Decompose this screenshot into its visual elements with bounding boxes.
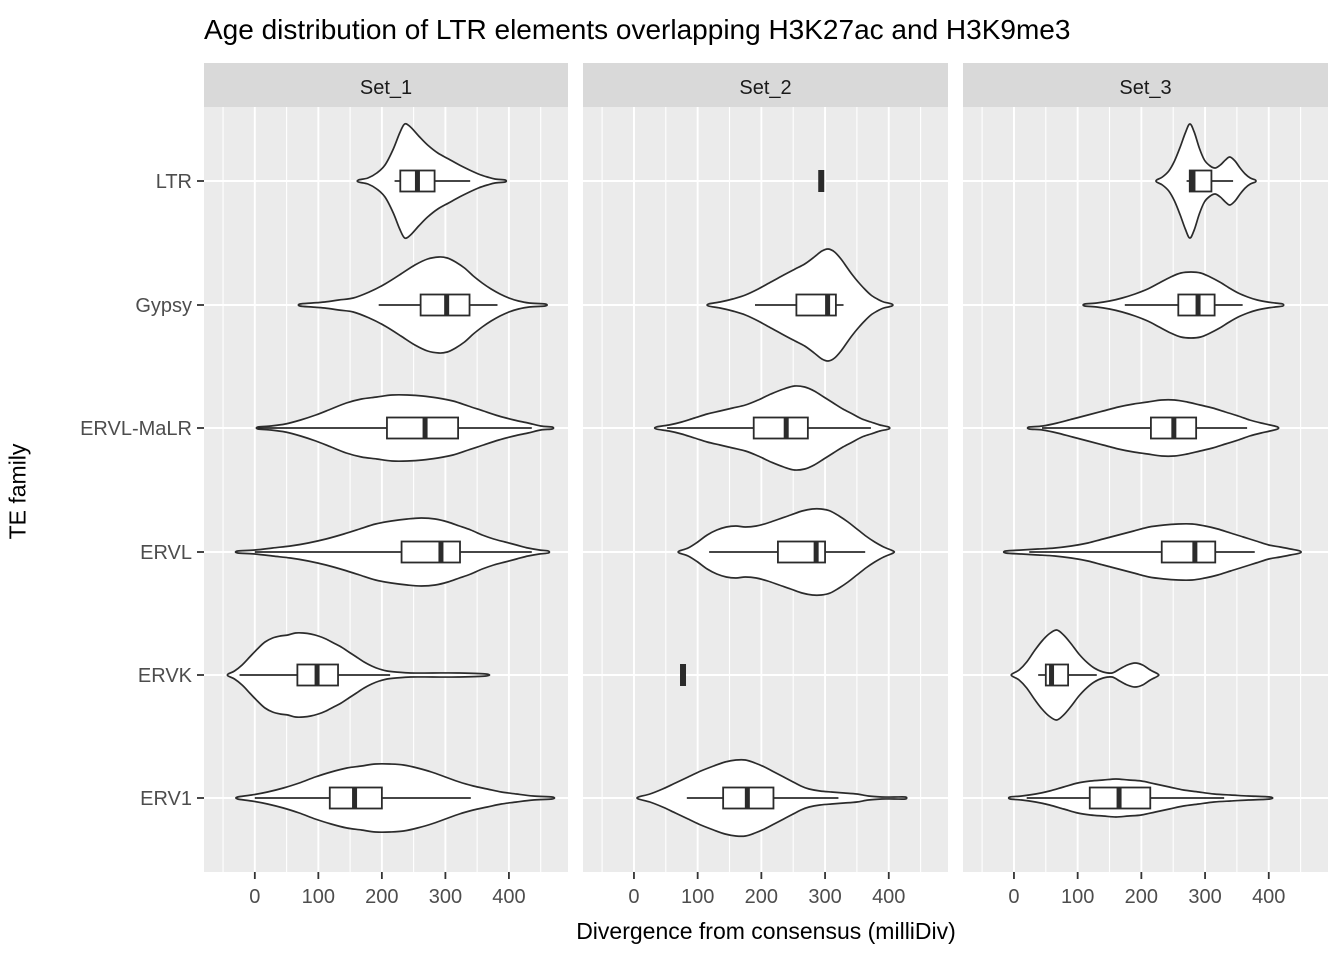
box-set-3-ervl xyxy=(1160,540,1217,564)
median-set-3-ervl-malr xyxy=(1171,417,1177,439)
facet-label-set-1: Set_1 xyxy=(360,77,412,99)
x-tick-label: 300 xyxy=(429,886,462,908)
facet-label-set-2: Set_2 xyxy=(739,77,791,99)
box-set-2-ervl-malr xyxy=(752,416,809,440)
median-set-2-ervl-malr xyxy=(783,417,789,439)
facet-strip-set-3 xyxy=(963,63,1328,107)
box-set-1-ervl xyxy=(400,540,461,564)
x-tick-label: 300 xyxy=(808,886,841,908)
y-axis-title: TE family xyxy=(4,443,31,540)
median-set-2-gypsy xyxy=(825,294,831,316)
degenerate-box-set-2-ervk xyxy=(680,664,687,686)
x-tick-label: 400 xyxy=(1252,886,1285,908)
x-tick-label: 0 xyxy=(628,886,639,908)
x-axis-title: Divergence from consensus (milliDiv) xyxy=(576,918,956,944)
median-set-3-ervl xyxy=(1192,541,1198,563)
median-set-3-erv1 xyxy=(1116,787,1122,809)
x-tick-label: 0 xyxy=(249,886,260,908)
x-tick-label: 100 xyxy=(681,886,714,908)
panel-set-2 xyxy=(583,107,948,872)
x-tick-label: 300 xyxy=(1188,886,1221,908)
facet-strip-set-2 xyxy=(583,63,948,107)
x-tick-label: 400 xyxy=(492,886,525,908)
median-set-1-ervl xyxy=(438,541,444,563)
x-tick-label: 0 xyxy=(1008,886,1019,908)
x-tick-label: 100 xyxy=(302,886,335,908)
y-tick-label-gypsy: Gypsy xyxy=(135,295,192,317)
median-set-1-gypsy xyxy=(444,294,450,316)
facet-label-set-3: Set_3 xyxy=(1119,77,1171,99)
x-tick-label: 200 xyxy=(1125,886,1158,908)
x-tick-label: 400 xyxy=(872,886,905,908)
x-tick-label: 200 xyxy=(365,886,398,908)
box-set-1-ervl-malr xyxy=(386,416,460,440)
degenerate-box-set-2-ltr xyxy=(818,170,825,192)
median-set-3-gypsy xyxy=(1195,294,1201,316)
median-set-1-ervk xyxy=(314,664,320,686)
median-set-3-ltr xyxy=(1190,170,1196,192)
y-tick-label-ervl: ERVL xyxy=(140,542,192,564)
facet-strip-set-1 xyxy=(204,63,568,107)
panel-set-3 xyxy=(963,107,1328,872)
median-set-1-ervl-malr xyxy=(422,417,428,439)
median-set-3-ervk xyxy=(1049,664,1055,686)
box-set-2-ervl xyxy=(777,540,826,564)
median-set-2-ervl xyxy=(813,541,819,563)
plot-title: Age distribution of LTR elements overlap… xyxy=(204,14,1071,45)
y-tick-label-ervl-malr: ERVL-MaLR xyxy=(80,418,192,440)
y-tick-label-ltr: LTR xyxy=(156,171,192,193)
x-tick-label: 200 xyxy=(745,886,778,908)
median-set-1-erv1 xyxy=(352,787,358,809)
y-tick-label-erv1: ERV1 xyxy=(140,788,192,810)
median-set-2-erv1 xyxy=(744,787,750,809)
panel-set-1 xyxy=(204,107,568,872)
median-set-1-ltr xyxy=(414,170,420,192)
x-tick-label: 100 xyxy=(1061,886,1094,908)
y-tick-label-ervk: ERVK xyxy=(138,665,193,687)
